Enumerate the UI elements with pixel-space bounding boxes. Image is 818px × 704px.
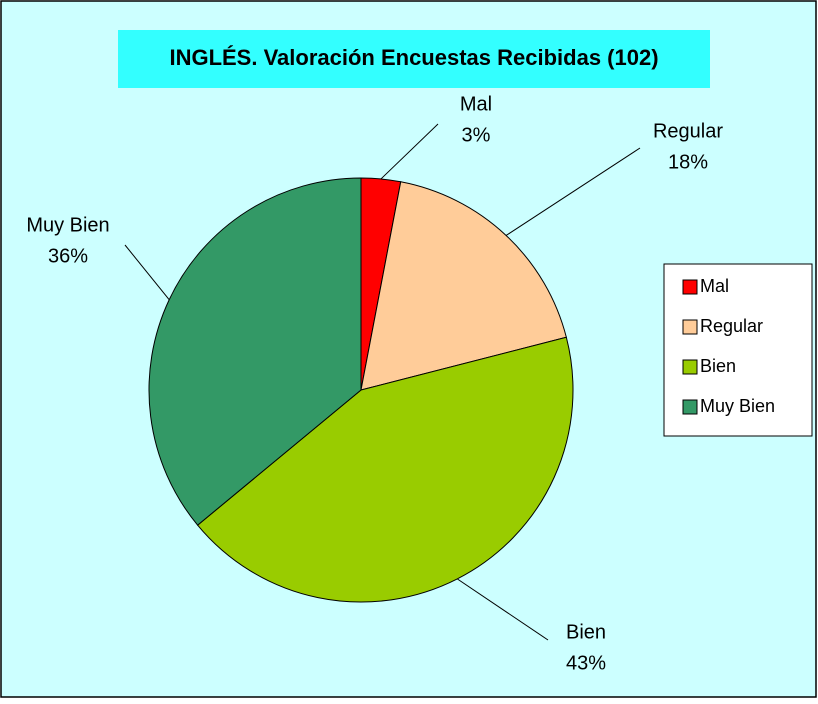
legend-swatch [682, 279, 698, 295]
legend-label: Muy Bien [700, 396, 775, 416]
data-label: 36% [48, 245, 88, 267]
legend-swatch [682, 359, 698, 375]
legend-label: Regular [700, 316, 763, 336]
data-label: 3% [462, 124, 491, 146]
legend-label: Bien [700, 356, 736, 376]
data-label-name: Bien [566, 621, 606, 643]
data-label-name: Mal [460, 93, 492, 115]
title-box [118, 30, 710, 88]
leader-line [456, 578, 549, 641]
data-label-name: Regular [653, 120, 723, 142]
leader-line [124, 244, 170, 301]
legend-swatch [682, 399, 698, 415]
leader-line [380, 123, 439, 180]
legend-swatch [682, 319, 698, 335]
legend-label: Mal [700, 276, 729, 296]
data-label: 43% [566, 652, 606, 674]
data-label: 18% [668, 151, 708, 173]
data-label-name: Muy Bien [26, 214, 109, 236]
chart-title: INGLÉS. Valoración Encuestas Recibidas (… [169, 45, 658, 70]
leader-line [505, 147, 641, 236]
